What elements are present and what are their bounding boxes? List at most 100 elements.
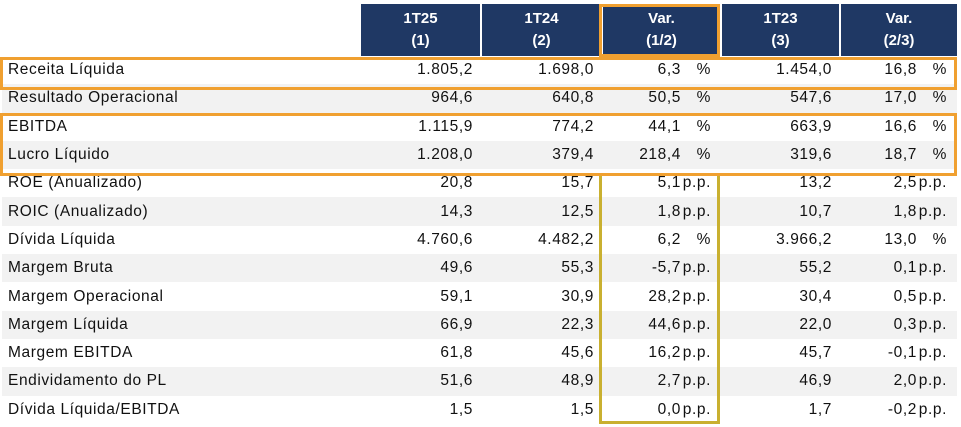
cell-var-2-3-value: 2,5 — [893, 174, 917, 192]
cell-var-1-2: 5,1 p.p. — [602, 169, 721, 198]
cell-var-2-3: -0,2 p.p. — [840, 395, 957, 424]
cell-var-1-2: 2,7 p.p. — [602, 367, 721, 396]
table-row: Margem EBITDA 61,8 45,6 16,2 p.p. 45,7 -0,1 p.p… — [2, 338, 957, 368]
cell-var-2-3: 0,5 p.p. — [840, 282, 957, 311]
cell-1t23: 46,9 — [721, 367, 840, 396]
cell-var-1-2-unit: p.p. — [682, 372, 711, 390]
cell-var-2-3-unit: p.p. — [918, 259, 947, 277]
header-line2: (3) — [771, 32, 790, 49]
table-row: Endividamento do PL 51,6 48,9 2,7 p.p. 46,9 2,… — [2, 367, 957, 396]
row-label: ROIC (Anualizado) — [2, 197, 360, 226]
cell-var-2-3: 16,8% — [840, 56, 957, 85]
cell-var-1-2-value: 6,2 — [657, 230, 681, 248]
cell-var-2-3-value: 0,5 — [893, 287, 917, 305]
cell-var-2-3-unit: p.p. — [918, 202, 947, 220]
cell-var-2-3-value: 18,7 — [884, 146, 917, 164]
header-line2: (1/2) — [646, 32, 677, 49]
cell-var-2-3-value: 17,0 — [884, 89, 917, 107]
cell-1t25: 1.805,2 — [360, 56, 481, 85]
cell-var-2-3: 16,6% — [840, 112, 957, 141]
cell-1t23: 55,2 — [721, 254, 840, 283]
cell-1t25: 1,5 — [360, 395, 481, 424]
table-row: Lucro Líquido 1.208,0 379,4 218,4% 319,6 18,7… — [2, 140, 957, 170]
cell-1t23: 10,7 — [721, 197, 840, 226]
cell-var-2-3-value: 1,8 — [893, 202, 917, 220]
row-label: EBITDA — [2, 112, 360, 141]
cell-var-1-2: 50,5% — [602, 84, 721, 113]
cell-1t23: 45,7 — [721, 338, 840, 368]
cell-var-2-3-unit: % — [932, 61, 947, 79]
header-blank — [2, 4, 361, 56]
cell-1t25: 61,8 — [360, 338, 481, 368]
cell-var-2-3: 0,1 p.p. — [840, 254, 957, 283]
table-row: EBITDA 1.115,9 774,2 44,1% 663,9 16,6% — [2, 112, 957, 141]
cell-1t24: 774,2 — [481, 112, 602, 141]
cell-var-1-2-unit: % — [696, 89, 711, 107]
cell-var-1-2-value: 50,5 — [648, 89, 681, 107]
cell-var-2-3-value: 2,0 — [893, 372, 917, 390]
header-col-2: 1T24 (2) — [481, 4, 603, 56]
row-label: Margem Bruta — [2, 254, 360, 283]
cell-1t25: 964,6 — [360, 84, 481, 113]
cell-1t25: 4.760,6 — [360, 225, 481, 255]
header-line1: 1T24 — [524, 10, 559, 27]
cell-var-2-3-unit: % — [932, 146, 947, 164]
header-line2: (1) — [411, 32, 430, 49]
header-col-5: Var. (2/3) — [840, 4, 957, 56]
cell-1t23: 13,2 — [721, 169, 840, 198]
row-label: Resultado Operacional — [2, 84, 360, 113]
cell-var-1-2: 6,3% — [602, 56, 721, 85]
cell-1t24: 640,8 — [481, 84, 602, 113]
cell-var-1-2-unit: p.p. — [682, 202, 711, 220]
cell-1t23: 22,0 — [721, 310, 840, 339]
cell-var-2-3-value: -0,1 — [887, 344, 917, 362]
cell-var-1-2-value: 218,4 — [639, 146, 681, 164]
cell-1t24: 22,3 — [481, 310, 602, 339]
table-row: Dívida Líquida 4.760,6 4.482,2 6,2% 3.966,2 1… — [2, 225, 957, 255]
cell-var-1-2: 16,2 p.p. — [602, 338, 721, 368]
header-line1: 1T25 — [403, 10, 438, 27]
cell-var-2-3-unit: % — [932, 89, 947, 107]
row-label: Receita Líquida — [2, 56, 360, 85]
cell-var-2-3: 1,8 p.p. — [840, 197, 957, 226]
cell-var-1-2-value: 0,0 — [657, 400, 681, 418]
cell-1t23: 3.966,2 — [721, 225, 840, 255]
cell-var-1-2: 218,4% — [602, 140, 721, 170]
cell-var-1-2-value: 44,1 — [648, 117, 681, 135]
row-label: Lucro Líquido — [2, 140, 360, 170]
table-row: Margem Operacional 59,1 30,9 28,2 p.p. 30,4 0,… — [2, 282, 957, 311]
table-row: Receita Líquida 1.805,2 1.698,0 6,3% 1.454,0… — [2, 56, 957, 85]
header-col-1: 1T25 (1) — [360, 4, 482, 56]
cell-var-2-3: -0,1 p.p. — [840, 338, 957, 368]
cell-var-2-3-unit: p.p. — [918, 400, 947, 418]
cell-1t24: 4.482,2 — [481, 225, 602, 255]
row-label: Margem EBITDA — [2, 338, 360, 368]
cell-var-2-3-value: 16,6 — [884, 117, 917, 135]
financial-summary-table: 1T25 (1) 1T24 (2) Var. (1/2) 1T23 (3) Var. (2/3) … — [2, 4, 957, 424]
cell-1t25: 59,1 — [360, 282, 481, 311]
cell-var-1-2: 0,0 p.p. — [602, 395, 721, 424]
cell-1t23: 663,9 — [721, 112, 840, 141]
cell-var-2-3-unit: p.p. — [918, 344, 947, 362]
cell-var-2-3: 2,5 p.p. — [840, 169, 957, 198]
row-label: Margem Operacional — [2, 282, 360, 311]
table-row: ROIC (Anualizado) 14,3 12,5 1,8 p.p. 10,7 1,8 p… — [2, 197, 957, 226]
table-header: 1T25 (1) 1T24 (2) Var. (1/2) 1T23 (3) Var. (2/3) — [2, 4, 957, 56]
cell-var-2-3-value: 16,8 — [884, 61, 917, 79]
cell-1t24: 55,3 — [481, 254, 602, 283]
cell-1t24: 12,5 — [481, 197, 602, 226]
cell-1t24: 1.698,0 — [481, 56, 602, 85]
row-label: Dívida Líquida/EBITDA — [2, 395, 360, 424]
cell-var-1-2: 1,8 p.p. — [602, 197, 721, 226]
cell-var-2-3: 0,3 p.p. — [840, 310, 957, 339]
cell-var-1-2-value: 6,3 — [657, 61, 681, 79]
row-label: ROE (Anualizado) — [2, 169, 360, 198]
cell-var-2-3-unit: % — [932, 117, 947, 135]
table-row: ROE (Anualizado) 20,8 15,7 5,1 p.p. 13,2 2,5 p.… — [2, 169, 957, 198]
cell-1t23: 1.454,0 — [721, 56, 840, 85]
cell-1t23: 30,4 — [721, 282, 840, 311]
cell-var-2-3: 13,0% — [840, 225, 957, 255]
cell-1t24: 1,5 — [481, 395, 602, 424]
header-col-4: 1T23 (3) — [721, 4, 841, 56]
